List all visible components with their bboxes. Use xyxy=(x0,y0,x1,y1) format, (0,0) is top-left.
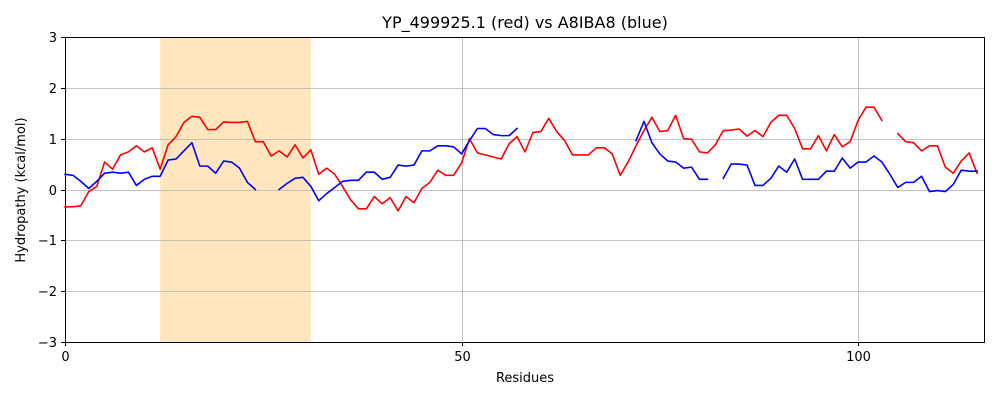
series-1-line-segment-2 xyxy=(634,120,709,181)
series-0-line-segment-1 xyxy=(896,132,979,175)
y-tick-label: 1 xyxy=(49,133,57,148)
x-axis-label: Residues xyxy=(496,371,554,386)
plot-frame xyxy=(65,37,985,343)
highlight-band xyxy=(160,37,311,342)
y-tick-label: 3 xyxy=(49,31,57,46)
series-1-line-segment-3 xyxy=(722,155,978,193)
y-tick-label: −3 xyxy=(38,336,57,351)
y-tick-label: 2 xyxy=(49,82,57,97)
y-tick-label: 0 xyxy=(49,184,57,199)
y-tick-label: −2 xyxy=(38,285,57,300)
y-tick-label: −1 xyxy=(38,234,57,249)
x-tick-label: 100 xyxy=(846,350,871,365)
y-axis-label: Hydropathy (kcal/mol) xyxy=(14,117,29,262)
x-tick-label: 50 xyxy=(454,350,471,365)
chart-title: YP_499925.1 (red) vs A8IBA8 (blue) xyxy=(381,13,668,33)
highlight-layer xyxy=(160,37,311,342)
series-1-line-segment-0 xyxy=(64,141,257,191)
series-0-line-segment-0 xyxy=(64,106,883,212)
x-tick-label: 0 xyxy=(61,350,69,365)
series-1-line-segment-1 xyxy=(278,127,519,202)
tick-layer: 0 50 100 −3 −2 −1 0 1 2 3 xyxy=(38,31,871,365)
series-layer xyxy=(64,106,979,212)
